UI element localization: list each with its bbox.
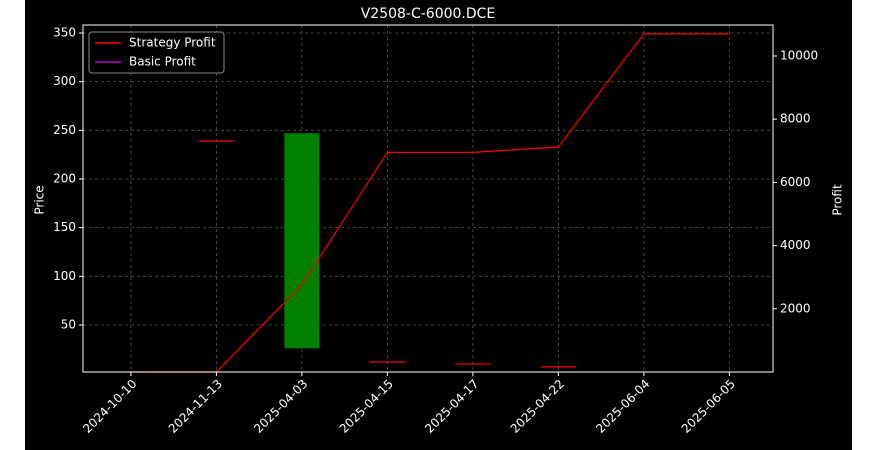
y-tick-label: 200: [53, 171, 76, 185]
candle-body: [284, 133, 320, 349]
y2-tick-label: 10000: [780, 48, 818, 62]
y-tick-label: 150: [53, 220, 76, 234]
y2-tick-label: 6000: [780, 175, 811, 189]
legend-label: Strategy Profit: [129, 36, 216, 50]
y2-axis-label: Profit: [831, 184, 845, 216]
y2-tick-label: 4000: [780, 238, 811, 252]
y-axis-label: Price: [33, 185, 47, 214]
y-tick-label: 100: [53, 269, 76, 283]
y-tick-label: 250: [53, 123, 76, 137]
plot-frame: [82, 24, 774, 373]
y2-tick-label: 2000: [780, 301, 811, 315]
legend-box: [88, 31, 225, 74]
legend-label: Basic Profit: [129, 55, 196, 69]
y-tick-label: 300: [53, 74, 76, 88]
legend: Strategy Profit Basic Profit: [88, 31, 225, 74]
chart-title: V2508-C-6000.DCE: [361, 6, 496, 22]
y2-tick-label: 8000: [780, 112, 811, 126]
profit-line: [130, 33, 730, 373]
y-tick-label: 50: [61, 317, 76, 331]
y-tick-label: 350: [53, 25, 76, 39]
figure-background: [25, 0, 852, 450]
